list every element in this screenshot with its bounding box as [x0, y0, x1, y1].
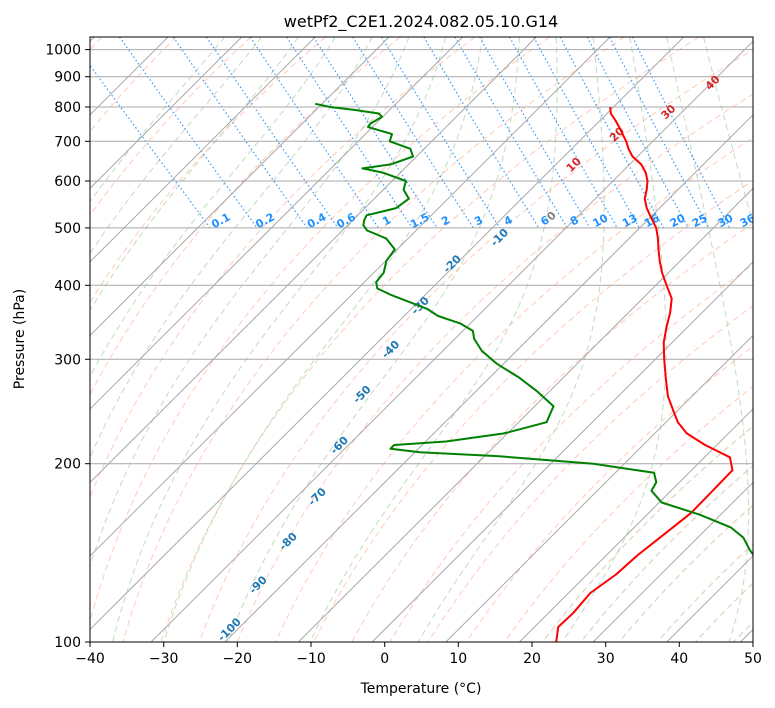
x-tick-label: 30: [597, 651, 615, 667]
dry-adiabat-line: [352, 37, 775, 642]
mixing-ratio-line: [587, 37, 688, 228]
mixing-ratio-label: 13: [620, 211, 640, 230]
x-axis-label: Temperature (°C): [360, 681, 482, 697]
mixing-ratio-label: 3: [472, 213, 485, 228]
y-axis-label: Pressure (hPa): [12, 289, 28, 389]
isotherm-line: [0, 37, 389, 642]
x-tick-label: −30: [149, 651, 179, 667]
y-tick-label: 300: [54, 352, 81, 368]
y-tick-label: 500: [54, 221, 81, 237]
mixing-ratio-line: [455, 37, 567, 228]
mixing-ratio-line: [480, 37, 590, 228]
isotherm-label: 10: [564, 155, 584, 175]
plot-area: 0.1 0.2 0.4 0.6 1 1.5 2 3 4 6 8 10 13 16 20 25 30 36-100-…: [0, 37, 775, 644]
x-tick-label: 50: [744, 651, 762, 667]
isotherm-line: [77, 37, 683, 642]
isotherm-label: -60: [328, 433, 351, 456]
chart-title: wetPf2_C2E1.2024.082.05.10.G14: [284, 12, 558, 32]
x-tick-label: −10: [296, 651, 326, 667]
axes: −40 −30 −20 −10 0 10 20 30 40 50 1000 900 800 700 600 5…: [45, 43, 762, 667]
x-tick-label: 40: [670, 651, 688, 667]
isotherms: [0, 37, 775, 642]
dry-adiabat-line: [85, 37, 550, 642]
mixing-ratio-line: [353, 37, 474, 228]
moist-adiabats: [0, 37, 775, 642]
dry-adiabats: [0, 37, 775, 642]
x-tick-label: 20: [523, 651, 541, 667]
mixing-ratio-label: 4: [502, 213, 515, 228]
dry-adiabat-line: [237, 37, 775, 642]
mixing-ratio-lines: [69, 37, 729, 228]
mixing-ratio-label: 20: [668, 211, 688, 230]
mixing-ratio-line: [250, 37, 378, 228]
mixing-ratio-label: 1: [380, 213, 393, 228]
moist-adiabat-line: [0, 37, 262, 642]
dry-adiabat-line: [0, 37, 251, 642]
isotherm-label: -40: [379, 338, 402, 361]
mixing-ratio-label: 10: [591, 211, 611, 230]
y-tick-label: 1000: [45, 43, 81, 59]
x-tick-label: −20: [223, 651, 253, 667]
moist-adiabat-line: [704, 37, 775, 642]
isotherm-label: -90: [247, 573, 270, 596]
x-tick-label: −40: [75, 651, 105, 667]
moist-adiabat-line: [310, 37, 557, 642]
y-tick-label: 700: [54, 134, 81, 150]
isotherm-label: -100: [215, 615, 244, 644]
y-tick-label: 800: [54, 100, 81, 116]
isotherm-label: -20: [441, 252, 464, 275]
x-tick-label: 0: [380, 651, 389, 667]
mixing-ratio-label: 2: [439, 213, 452, 228]
dry-adiabat-line: [695, 37, 775, 642]
mixing-ratio-label: 25: [690, 211, 710, 230]
y-tick-label: 400: [54, 278, 81, 294]
isotherm-line: [4, 37, 610, 642]
dry-adiabat-line: [390, 37, 775, 642]
mixing-ratio-line: [314, 37, 438, 228]
isotherm-label: 40: [703, 73, 723, 93]
isotherm-label: -50: [350, 383, 373, 406]
isotherm-line: [667, 37, 775, 642]
y-tick-label: 100: [54, 635, 81, 651]
temperature-profile: [556, 107, 732, 642]
plot-frame: [90, 37, 753, 642]
moist-adiabat-line: [0, 37, 298, 642]
dry-adiabat-line: [0, 37, 326, 642]
isotherm-line: [372, 37, 775, 642]
y-tick-label: 600: [54, 174, 81, 190]
isotherm-label: -80: [277, 530, 300, 553]
isotherm-line: [0, 37, 315, 642]
dry-adiabat-line: [772, 37, 775, 642]
moist-adiabat-line: [113, 37, 446, 642]
dewpoint-profile: [315, 104, 775, 642]
profile-series: [315, 104, 775, 642]
x-tick-label: 10: [449, 651, 467, 667]
pressure-gridlines: [90, 50, 753, 642]
dry-adiabat-line: [47, 37, 475, 642]
mixing-ratio-label: 36: [738, 211, 758, 230]
moist-adiabat-line: [35, 37, 372, 642]
dry-adiabat-line: [504, 37, 775, 642]
moist-adiabat-line: [164, 37, 483, 642]
mixing-ratio-line: [287, 37, 413, 228]
skewt-chart: wetPf2_C2E1.2024.082.05.10.G14 0.1 0.2 0.4…: [0, 0, 775, 708]
isotherm-line: [519, 37, 775, 642]
moist-adiabat-line: [667, 37, 749, 642]
mixing-ratio-label: 30: [716, 211, 736, 230]
dry-adiabat-line: [8, 37, 400, 642]
dry-adiabat-line: [314, 37, 775, 642]
y-tick-label: 200: [54, 457, 81, 473]
y-tick-label: 900: [54, 70, 81, 86]
